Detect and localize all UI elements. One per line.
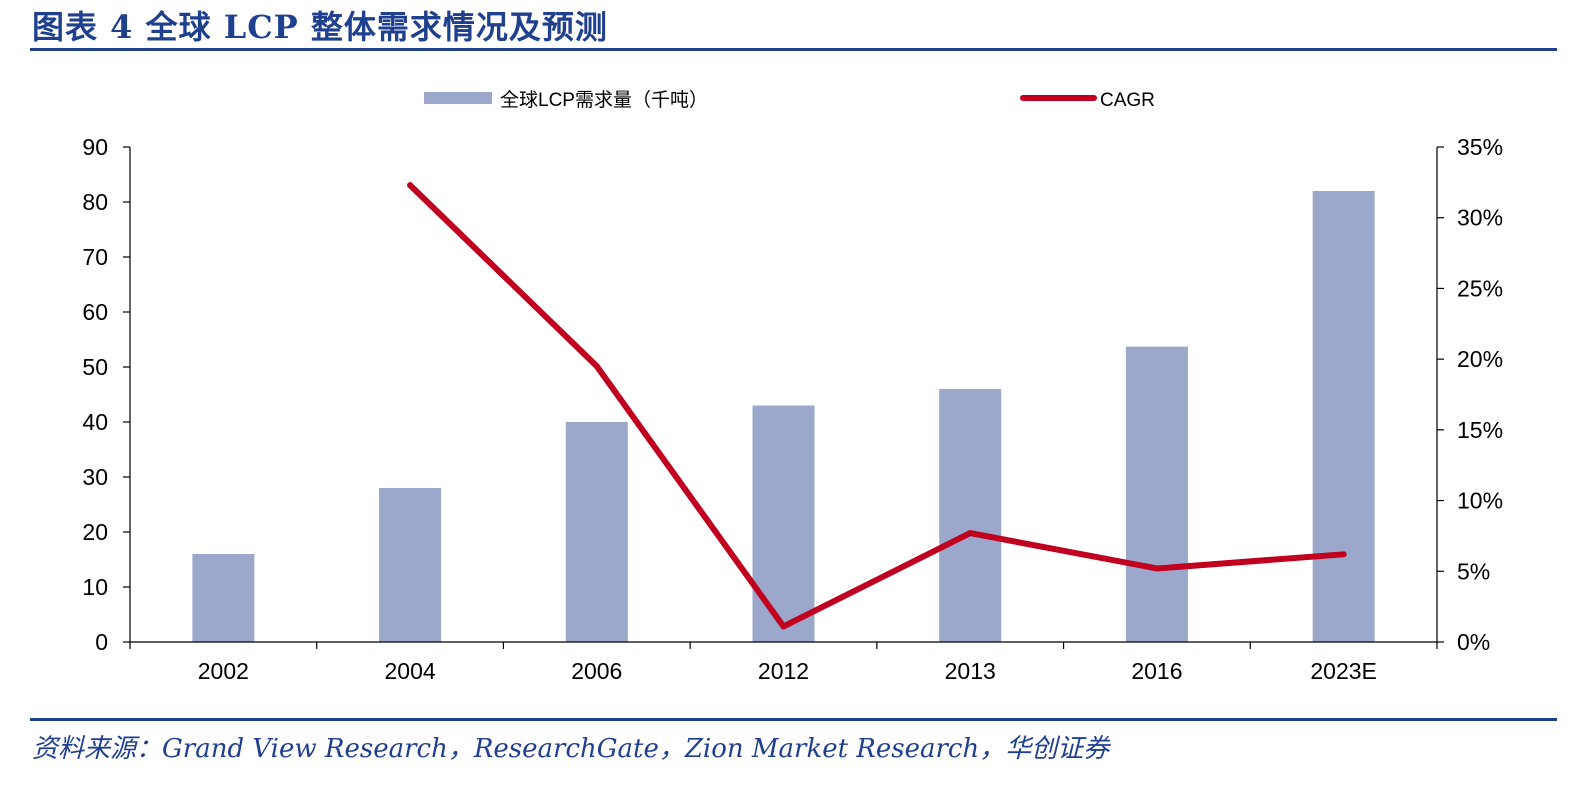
x-tick-label: 2016 [1131,658,1182,684]
y-right-tick-label: 35% [1457,134,1503,160]
bar-2023E [1312,191,1375,642]
y-left-tick-label: 90 [82,134,108,160]
legend: 全球LCP需求量（千吨） CAGR [424,89,1155,111]
x-tick-label: 2004 [384,658,435,684]
x-tick-label: 2013 [945,658,996,684]
y-right-tick-label: 15% [1457,417,1503,443]
chart: 0 10 20 30 40 50 60 70 80 90 0% 5% 10% 15% 20% 25% 30% 3… [82,89,1503,684]
x-tick-label: 2012 [758,658,809,684]
x-tick-label: 2023E [1310,658,1377,684]
y-left-tick-label: 60 [82,299,108,325]
source-note: 资料来源：Grand View Research，ResearchGate，Zi… [32,734,1110,764]
bar-2006 [565,422,628,642]
bar-2013 [939,389,1002,642]
cagr-line [407,182,1347,630]
legend-bar-label: 全球LCP需求量（千吨） [500,89,708,111]
source-rule [30,718,1557,721]
bar-2002 [192,554,255,642]
y-left-tick-label: 20 [82,519,108,545]
x-tick-label: 2006 [571,658,622,684]
y-left-tick-label: 70 [82,244,108,270]
y-left-tick-label: 40 [82,409,108,435]
bar-2016 [1125,346,1188,642]
y-right-tick-label: 10% [1457,488,1503,514]
cagr-point-2012 [780,623,787,630]
y-axis-left-ticks: 0 10 20 30 40 50 60 70 80 90 [82,134,130,655]
y-left-tick-label: 50 [82,354,108,380]
bar-series [192,191,1375,642]
y-right-tick-label: 25% [1457,275,1503,301]
y-right-tick-label: 30% [1457,205,1503,231]
bar-2004 [379,488,442,642]
cagr-line-series [407,182,1347,630]
cagr-point-2004 [407,182,414,189]
cagr-point-2016 [1153,565,1160,572]
cagr-point-2006 [593,363,600,370]
x-tick-label: 2002 [198,658,249,684]
y-left-tick-label: 30 [82,464,108,490]
title-rule [30,48,1557,51]
legend-bar-swatch [424,92,492,104]
y-axis-right-ticks: 0% 5% 10% 15% 20% 25% 30% 35% [1437,134,1503,655]
y-left-tick-label: 10 [82,574,108,600]
y-right-tick-label: 0% [1457,629,1490,655]
figure-title: 图表 4 全球 LCP 整体需求情况及预测 [32,8,608,46]
y-left-tick-label: 80 [82,189,108,215]
legend-line-label: CAGR [1100,90,1155,111]
cagr-point-2013 [967,530,974,537]
cagr-point-2023E [1340,551,1347,558]
x-axis-ticks: 2002 2004 2006 2012 2013 2016 2023E [129,642,1438,684]
bar-2012 [752,405,815,642]
y-left-tick-label: 0 [95,629,108,655]
y-right-tick-label: 20% [1457,346,1503,372]
y-right-tick-label: 5% [1457,558,1490,584]
axes [129,147,1438,643]
